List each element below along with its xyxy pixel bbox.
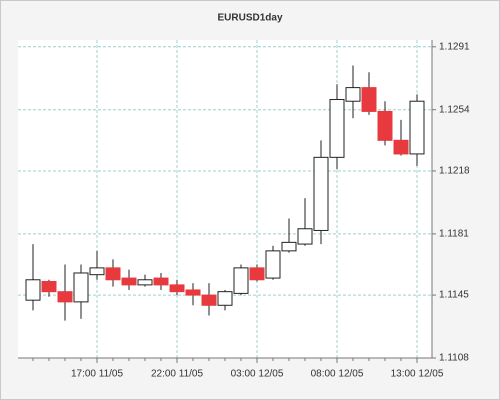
candle-body — [137, 279, 153, 286]
x-tick-label: 13:00 12/05 — [391, 369, 444, 380]
candle-body — [345, 87, 361, 102]
candle-body — [361, 87, 377, 112]
x-tick-label: 08:00 12/05 — [311, 369, 364, 380]
chart-title: EURUSD1day — [217, 13, 282, 24]
y-tick-label: 1.1254 — [439, 104, 470, 115]
y-tick-label: 1.1218 — [439, 166, 470, 177]
candle-body — [105, 267, 121, 281]
candle-body — [169, 284, 185, 293]
candle-body — [41, 280, 57, 293]
y-tick-label: 1.1145 — [439, 290, 469, 301]
candle-body — [297, 228, 313, 245]
candle-body — [409, 100, 425, 155]
y-tick-label: 1.1108 — [439, 353, 469, 364]
x-tick-label: 22:00 11/05 — [151, 369, 204, 380]
candle-body — [377, 110, 393, 141]
candle-body — [393, 139, 409, 155]
candle-body — [249, 267, 265, 281]
candle-body — [329, 99, 345, 158]
candle-body — [233, 267, 249, 294]
x-tick-label: 17:00 11/05 — [71, 369, 124, 380]
candle-body — [185, 289, 201, 296]
candle-body — [73, 272, 89, 303]
candle-body — [25, 279, 41, 301]
candle-body — [201, 294, 217, 306]
candle-body — [57, 291, 73, 303]
candle-body — [121, 277, 137, 286]
candle-body — [217, 291, 233, 306]
x-tick-label: 03:00 12/05 — [231, 369, 284, 380]
candle-body — [265, 250, 281, 279]
candle-body — [153, 277, 169, 286]
candle-body — [89, 267, 105, 276]
y-tick-label: 1.1291 — [439, 41, 470, 52]
candle-body — [281, 241, 297, 252]
candle-body — [313, 156, 329, 231]
y-tick-label: 1.1181 — [439, 229, 469, 240]
